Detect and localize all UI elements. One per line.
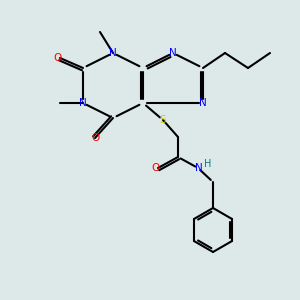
Text: N: N (195, 163, 203, 173)
Text: N: N (199, 98, 207, 108)
Text: S: S (160, 115, 166, 125)
Text: O: O (91, 133, 99, 143)
Text: O: O (152, 163, 160, 173)
Text: N: N (79, 98, 87, 108)
Text: O: O (54, 53, 62, 63)
Text: H: H (204, 159, 212, 169)
Text: N: N (109, 48, 117, 58)
Text: N: N (169, 48, 177, 58)
